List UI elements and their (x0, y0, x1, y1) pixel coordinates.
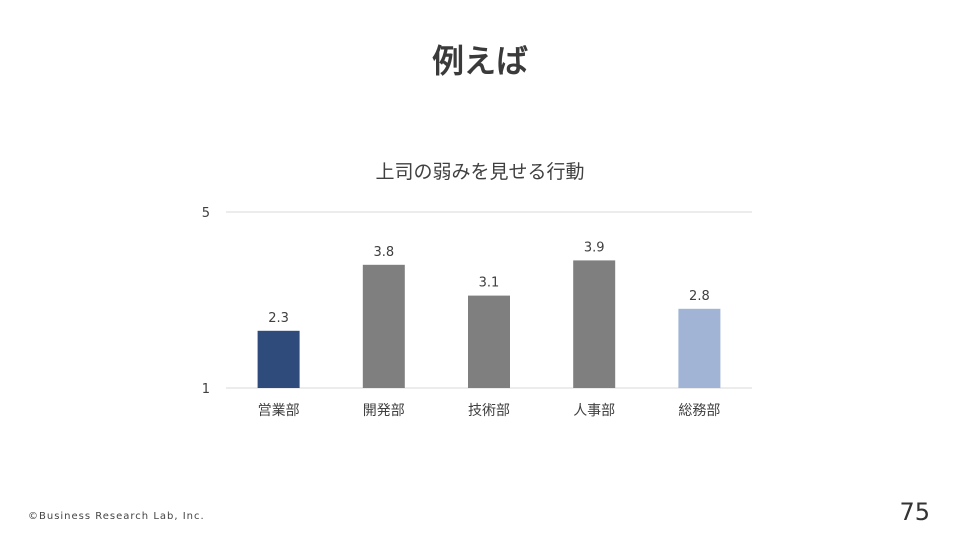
page-number: 75 (899, 498, 930, 526)
bar-3 (468, 295, 510, 388)
x-tick-label: 開発部 (363, 403, 405, 419)
y-tick-label: 5 (202, 206, 210, 221)
data-label: 3.9 (584, 240, 605, 255)
bar-4 (573, 260, 616, 388)
slide-title: 例えば (431, 42, 528, 80)
bar-layer (257, 260, 721, 388)
data-label: 3.8 (373, 245, 394, 260)
bar-5 (678, 308, 721, 388)
x-tick-label: 総務部 (678, 403, 720, 419)
copyright-footer: ©Business Research Lab, Inc. (28, 511, 205, 522)
label-layer: 1 5 2.3 営業部 3.8 開発部 3.1 技術部 3.9 人事部 2.8 総務部 (202, 206, 721, 419)
data-label: 2.3 (268, 311, 289, 326)
chart-title: 上司の弱みを見せる行動 (375, 161, 584, 183)
x-tick-label: 技術部 (468, 403, 510, 419)
data-label: 3.1 (479, 276, 500, 291)
chart-svg: 上司の弱みを見せる行動 1 5 2.3 営業部 3.8 開発部 3.1 技術部 3.9 人事部 2.… (202, 161, 752, 419)
bar-2 (362, 264, 405, 388)
x-tick-label: 営業部 (258, 403, 300, 419)
data-label: 2.8 (689, 289, 710, 304)
bar-1 (257, 330, 300, 388)
x-tick-label: 人事部 (573, 403, 615, 419)
bar-chart: 上司の弱みを見せる行動 1 5 2.3 営業部 3.8 開発部 3.1 技術部 3.9 人事部 2.… (180, 150, 780, 450)
y-tick-label: 1 (202, 382, 210, 397)
